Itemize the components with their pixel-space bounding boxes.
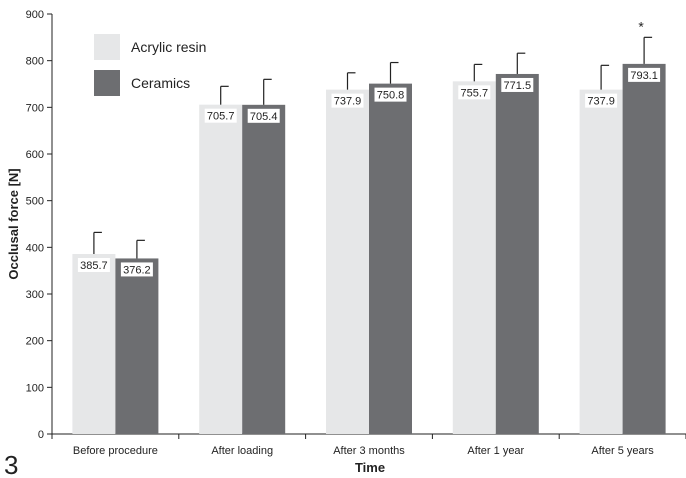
value-label-box bbox=[628, 67, 661, 82]
bar bbox=[369, 83, 412, 435]
value-label: 705.4 bbox=[250, 111, 278, 123]
value-label: 771.5 bbox=[504, 80, 532, 92]
bar bbox=[326, 89, 369, 434]
x-tick-label: After 5 years bbox=[591, 445, 654, 457]
bar bbox=[579, 89, 623, 434]
value-label-box bbox=[374, 87, 407, 102]
y-tick-label: 500 bbox=[26, 196, 44, 208]
y-axis-title: Occlusal force [N] bbox=[6, 168, 21, 279]
y-tick-label: 700 bbox=[26, 102, 44, 114]
significance-marker: * bbox=[638, 18, 644, 34]
value-label-box bbox=[501, 77, 534, 92]
bar bbox=[452, 81, 496, 434]
value-label: 755.7 bbox=[461, 87, 489, 99]
value-label-box bbox=[204, 108, 237, 123]
y-tick-label: 900 bbox=[26, 9, 44, 21]
value-labels: 385.7 376.2 705.7 705.4 737.9 750.8 755.7 771.5… bbox=[77, 67, 661, 277]
bar bbox=[622, 63, 666, 435]
value-label-box bbox=[247, 108, 280, 123]
value-label: 737.9 bbox=[334, 96, 362, 108]
bar bbox=[242, 104, 286, 435]
x-axis-title: Time bbox=[355, 460, 385, 475]
y-tick-label: 200 bbox=[26, 336, 44, 348]
value-label: 385.7 bbox=[80, 260, 108, 272]
bar bbox=[115, 258, 159, 434]
value-label: 705.7 bbox=[207, 111, 235, 123]
value-label: 750.8 bbox=[377, 90, 405, 102]
value-label: 737.9 bbox=[587, 96, 615, 108]
value-label: 376.2 bbox=[123, 264, 151, 276]
value-label-box bbox=[120, 262, 153, 277]
y-tick-label: 300 bbox=[26, 289, 44, 301]
y-tick-label: 400 bbox=[26, 242, 44, 254]
value-label-box bbox=[585, 93, 618, 108]
bar bbox=[72, 254, 116, 434]
y-tick-label: 0 bbox=[38, 429, 44, 441]
x-tick-label: After 3 months bbox=[333, 445, 405, 457]
legend-label: Ceramics bbox=[131, 75, 190, 91]
bar bbox=[495, 73, 539, 434]
bars bbox=[72, 36, 666, 435]
legend-label: Acrylic resin bbox=[131, 39, 206, 55]
x-tick-label: Before procedure bbox=[73, 445, 158, 457]
legend: Acrylic resin Ceramics bbox=[94, 34, 206, 96]
value-label-box bbox=[331, 93, 364, 108]
y-tick-label: 800 bbox=[26, 56, 44, 68]
y-tick-label: 100 bbox=[26, 382, 44, 394]
panel-label: 3 bbox=[4, 450, 18, 478]
legend-swatch bbox=[94, 70, 120, 96]
value-label: 793.1 bbox=[630, 70, 658, 82]
x-axis: Before procedure After loading After 3 mon… bbox=[51, 433, 686, 457]
y-tick-label: 600 bbox=[26, 149, 44, 161]
value-label-box bbox=[77, 258, 110, 273]
x-tick-label: After 1 year bbox=[467, 445, 524, 457]
legend-swatch bbox=[94, 34, 120, 60]
y-axis: 0 100 200 300 400 500 600 700 800 900 bbox=[26, 9, 53, 441]
bar bbox=[199, 104, 243, 434]
annotations: * bbox=[638, 18, 644, 34]
value-label-box bbox=[458, 85, 491, 100]
x-tick-label: After loading bbox=[211, 445, 273, 457]
